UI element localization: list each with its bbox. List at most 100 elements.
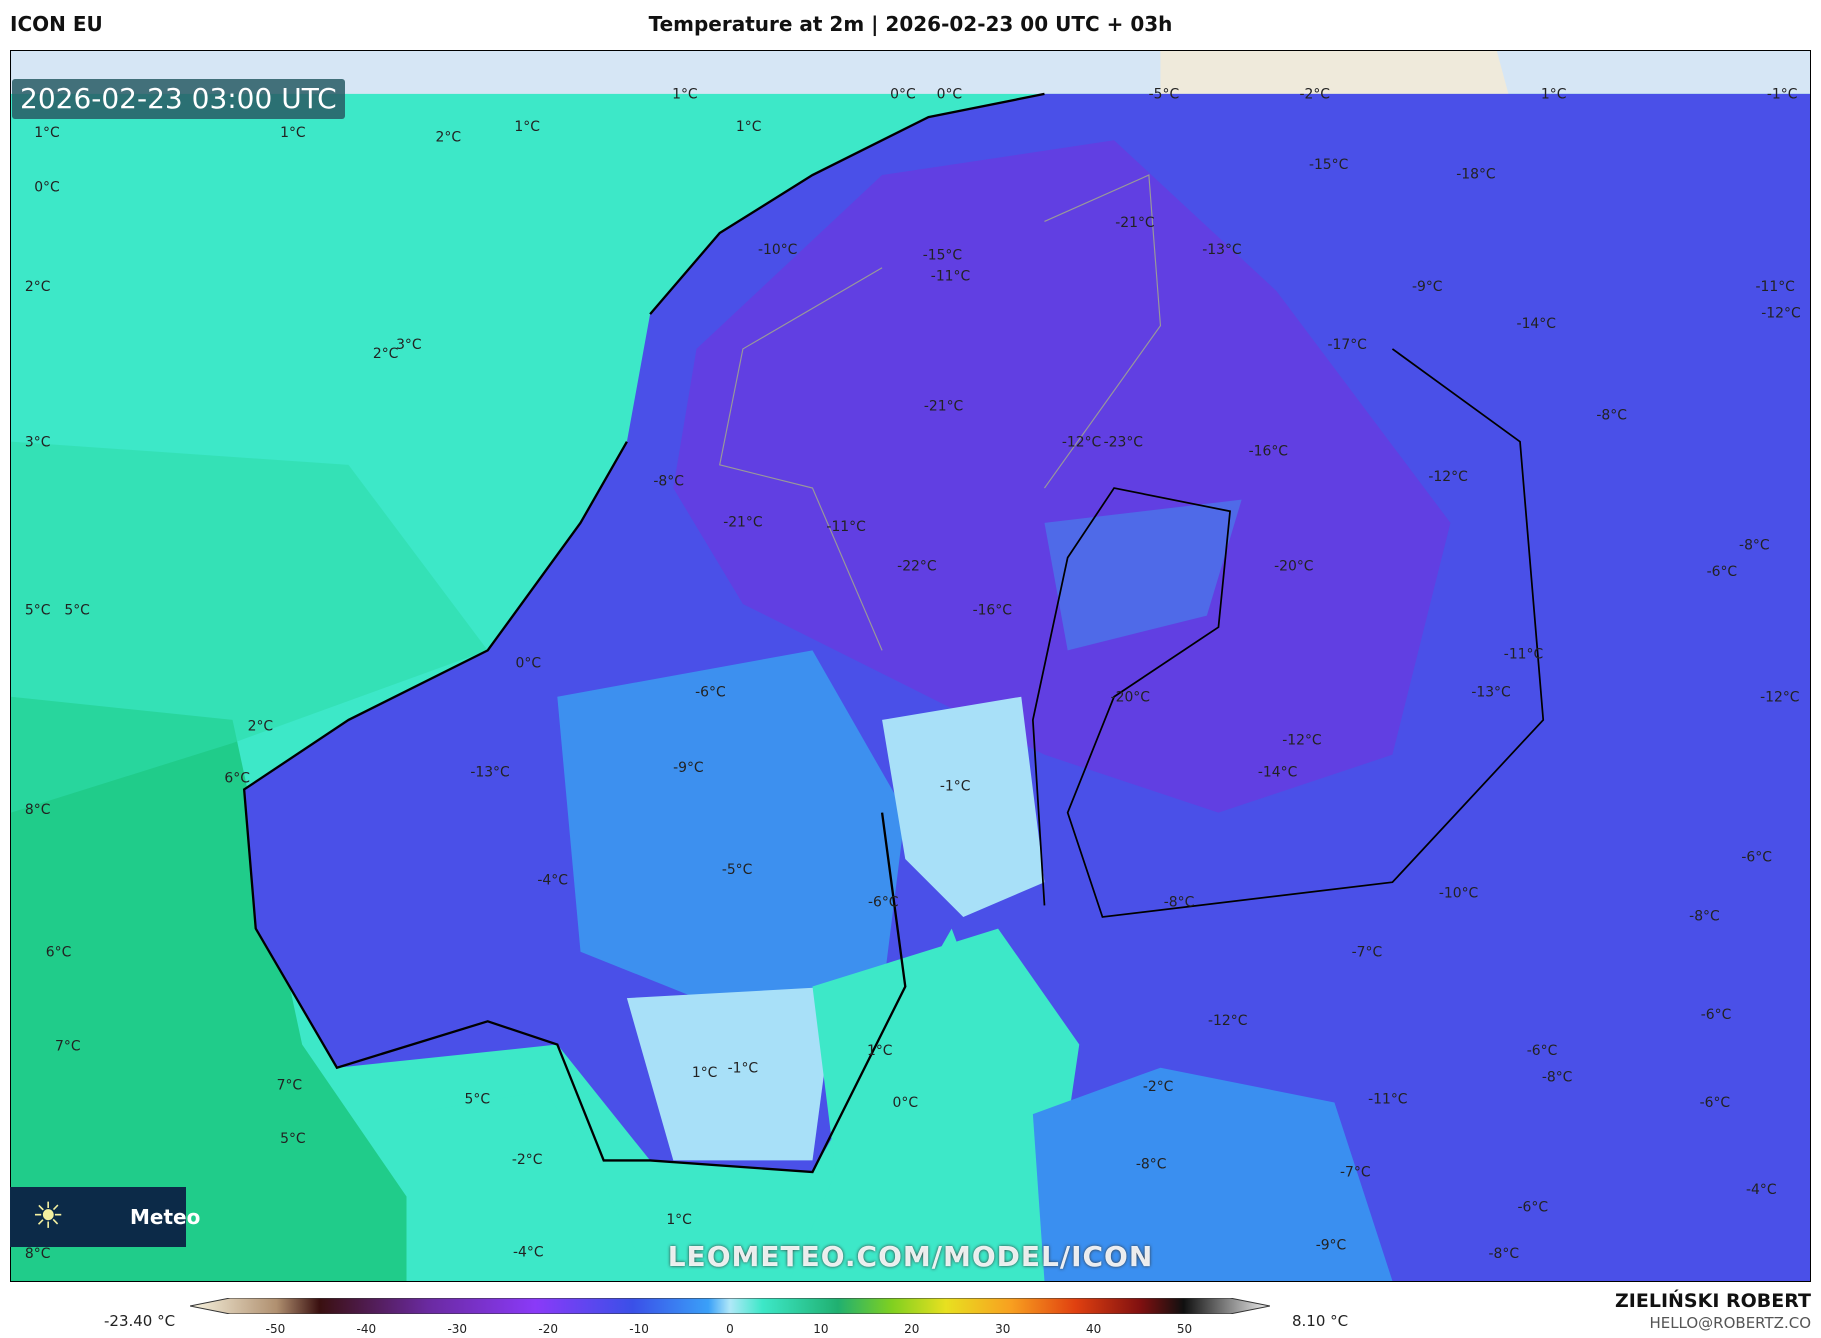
temperature-label: -8°C — [653, 474, 684, 490]
baltics-land — [1032, 1067, 1393, 1281]
temperature-label: -5°C — [722, 862, 753, 878]
temperature-label: 5°C — [64, 602, 90, 618]
temperature-label: -6°C — [695, 685, 726, 701]
temperature-label: 3°C — [396, 337, 422, 353]
temperature-label: -14°C — [1517, 316, 1556, 332]
svalbard-land — [1160, 51, 1509, 94]
temperature-label: -13°C — [1471, 685, 1510, 701]
temperature-label: 6°C — [46, 944, 72, 960]
temperature-label: 2°C — [25, 279, 51, 295]
bothnia-near-zero — [882, 696, 1045, 917]
temperature-label: -6°C — [1518, 1199, 1549, 1215]
temperature-label: 0°C — [937, 87, 963, 103]
temperature-label: 0°C — [34, 179, 60, 195]
colorbar-tick: 10 — [813, 1322, 829, 1336]
temperature-label: -8°C — [1136, 1157, 1167, 1173]
colorbar — [190, 1298, 1270, 1314]
bothnia-mild — [1044, 499, 1242, 651]
temperature-label: -20°C — [1274, 558, 1313, 574]
temperature-label: -12°C — [1761, 306, 1800, 322]
author: ZIELIŃSKI ROBERT — [1615, 1290, 1811, 1312]
colorbar-tick: -10 — [629, 1322, 649, 1336]
ocean-south — [11, 696, 465, 1281]
temperature-label: -7°C — [1340, 1165, 1371, 1181]
temperature-label: 1°C — [692, 1065, 718, 1081]
temperature-label: 5°C — [465, 1092, 491, 1108]
temperature-label: -4°C — [1746, 1182, 1777, 1198]
temperature-label: -11°C — [931, 269, 970, 285]
temperature-label: 5°C — [25, 602, 51, 618]
temperature-labels: 1°C 0°C 0°C -5°C -2°C 1°C -1°C 1°C 1°C 2°C 1°C 1°C 0… — [25, 87, 1801, 1262]
temperature-label: 5°C — [280, 1131, 306, 1147]
temperature-label: 0°C — [516, 656, 542, 672]
temperature-label: -6°C — [1701, 1007, 1732, 1023]
temperature-label: 0°C — [890, 87, 916, 103]
temperature-label: 7°C — [277, 1078, 303, 1094]
temperature-label: -8°C — [1489, 1246, 1520, 1262]
temperature-label: -16°C — [1249, 444, 1288, 460]
author-email: HELLO@ROBERTZ.CO — [1649, 1314, 1811, 1332]
colorbar-tick: -40 — [356, 1322, 377, 1336]
temperature-label: -6°C — [1700, 1095, 1731, 1111]
temperature-label: -11°C — [1504, 646, 1543, 662]
denmark-land — [406, 1090, 651, 1281]
valid-time-badge: 2026-02-23 03:00 UTC — [12, 79, 345, 119]
temperature-label: -9°C — [673, 760, 704, 776]
temperature-label: 1°C — [736, 119, 762, 135]
coastline — [1031, 348, 1545, 918]
temperature-label: -1°C — [1767, 87, 1798, 103]
temperature-label: -4°C — [513, 1245, 544, 1261]
temperature-label: -15°C — [923, 248, 962, 264]
model-name: ICON EU — [10, 12, 103, 36]
temperature-label: -23°C — [1104, 434, 1143, 450]
temperature-label: 3°C — [25, 434, 51, 450]
temperature-label: 1°C — [666, 1212, 692, 1228]
max-value: 8.10 °C — [1292, 1312, 1349, 1330]
south-sweden-near-zero — [626, 986, 836, 1161]
temperature-label: -8°C — [1596, 408, 1627, 424]
temperature-label: -8°C — [1689, 908, 1720, 924]
temperature-map[interactable]: 1°C 0°C 0°C -5°C -2°C 1°C -1°C 1°C 1°C 2°C 1°C 1°C 0… — [10, 50, 1811, 1282]
colorbar-tick: -20 — [538, 1322, 558, 1336]
logo-text: Meteo — [130, 1205, 201, 1229]
temperature-label: -6°C — [1741, 849, 1772, 865]
temperature-label: -14°C — [1258, 765, 1297, 781]
temperature-label: 7°C — [55, 1038, 81, 1054]
temperature-label: -15°C — [1309, 157, 1348, 173]
temperature-label: -21°C — [924, 398, 963, 414]
temperature-label: -18°C — [1456, 167, 1495, 183]
border — [719, 267, 883, 651]
temperature-label: -21°C — [1115, 215, 1154, 231]
colorbar-tick: 30 — [995, 1322, 1011, 1336]
temperature-label: -7°C — [1352, 944, 1383, 960]
temperature-label: -12°C — [1208, 1013, 1247, 1029]
colorbar-tick: -50 — [265, 1322, 286, 1336]
sun-icon: ☀ — [32, 1196, 65, 1237]
temperature-label: 2°C — [248, 718, 274, 734]
temperature-label: -8°C — [1164, 895, 1195, 911]
temperature-label: -6°C — [1527, 1043, 1558, 1059]
temperature-label: -11°C — [1368, 1092, 1407, 1108]
temperature-label: 6°C — [224, 771, 250, 787]
temperature-label: -8°C — [1542, 1070, 1573, 1086]
temperature-label: -9°C — [1316, 1238, 1347, 1254]
ocean-mid — [11, 441, 488, 813]
temperature-label: 8°C — [25, 802, 51, 818]
temperature-label: -12°C — [1282, 732, 1321, 748]
temperature-label: 1°C — [514, 119, 540, 135]
temperature-label: 1°C — [672, 87, 698, 103]
temperature-label: 0°C — [893, 1095, 919, 1111]
temperature-label: -11°C — [1756, 279, 1795, 295]
temperature-label: -21°C — [723, 514, 762, 530]
temperature-label: 2°C — [436, 129, 462, 145]
temperature-label: -17°C — [1328, 337, 1367, 353]
land-very-cold — [673, 140, 1451, 813]
temperature-label: 1°C — [867, 1043, 893, 1059]
min-value: -23.40 °C — [104, 1312, 176, 1330]
coastline — [649, 92, 1045, 315]
temperature-label: -11°C — [826, 519, 865, 535]
temperature-label: -2°C — [1299, 87, 1330, 103]
temperature-label: -12°C — [1062, 434, 1101, 450]
temperature-label: -22°C — [897, 558, 936, 574]
temperature-label: 1°C — [34, 125, 60, 141]
